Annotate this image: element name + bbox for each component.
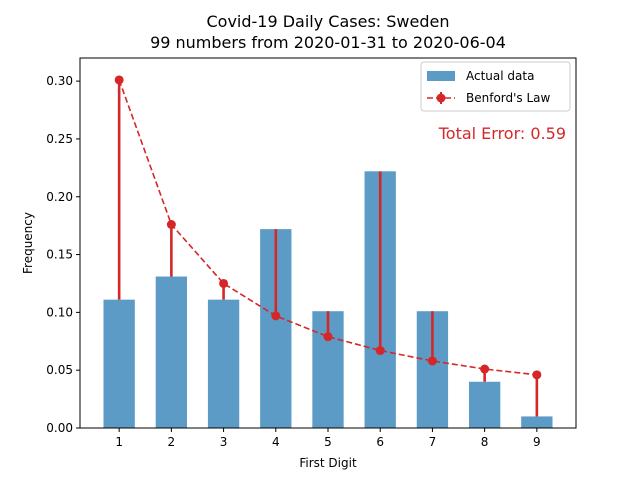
legend-marker-swatch (436, 93, 446, 103)
x-tick-label: 5 (324, 435, 332, 449)
benford-line-layer (114, 75, 542, 380)
y-tick-label: 0.10 (46, 305, 73, 319)
legend-label-benford: Benford's Law (466, 91, 551, 105)
chart-title: Covid-19 Daily Cases: Sweden (206, 12, 449, 31)
bar-digit-9 (521, 416, 553, 428)
chart-subtitle: 99 numbers from 2020-01-31 to 2020-06-04 (150, 33, 506, 52)
x-tick-label: 6 (376, 435, 384, 449)
bar-digit-2 (155, 276, 188, 428)
benford-point-digit-7 (427, 356, 437, 366)
y-tick-label: 0.15 (46, 248, 73, 262)
x-tick-label: 9 (533, 435, 541, 449)
x-tick-label: 3 (220, 435, 228, 449)
benford-point-digit-6 (375, 346, 385, 356)
y-tick-label: 0.25 (46, 132, 73, 146)
legend-box (420, 61, 571, 112)
bars-layer (103, 171, 553, 428)
benford-point-digit-1 (114, 75, 124, 85)
legend-bar-swatch (427, 71, 455, 81)
benford-point-digit-3 (219, 278, 229, 288)
benford-point-digit-5 (323, 332, 333, 342)
benford-point-digit-8 (480, 364, 490, 374)
x-tick-label: 4 (272, 435, 280, 449)
x-axis-label: First Digit (299, 456, 357, 470)
y-tick-label: 0.00 (46, 421, 73, 435)
y-tick-label: 0.20 (46, 190, 73, 204)
y-tick-label: 0.30 (46, 74, 73, 88)
y-axis-label: Frequency (21, 212, 35, 274)
x-tick-label: 1 (115, 435, 123, 449)
bar-digit-3 (207, 299, 240, 428)
x-tick-label: 8 (481, 435, 489, 449)
bar-digit-8 (468, 381, 501, 428)
benford-point-digit-9 (532, 370, 542, 380)
benford-point-digit-4 (271, 311, 281, 321)
legend-label-actual: Actual data (466, 69, 534, 83)
axes-layer: 0.00 0.05 0.10 0.15 0.20 0.25 0.30 1 2 3 4 5 6 7 8 9 (46, 57, 577, 449)
x-tick-label: 2 (168, 435, 176, 449)
legend: Actual data Benford's Law (420, 61, 571, 112)
benford-point-digit-2 (166, 220, 176, 229)
bar-digit-1 (103, 299, 135, 428)
y-tick-label: 0.05 (46, 363, 73, 377)
error-lines-layer (117, 79, 539, 417)
x-tick-label: 7 (429, 435, 437, 449)
total-error-annotation: Total Error: 0.59 (438, 124, 566, 143)
